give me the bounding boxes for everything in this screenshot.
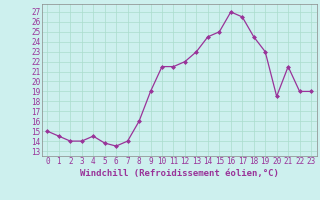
X-axis label: Windchill (Refroidissement éolien,°C): Windchill (Refroidissement éolien,°C) (80, 169, 279, 178)
